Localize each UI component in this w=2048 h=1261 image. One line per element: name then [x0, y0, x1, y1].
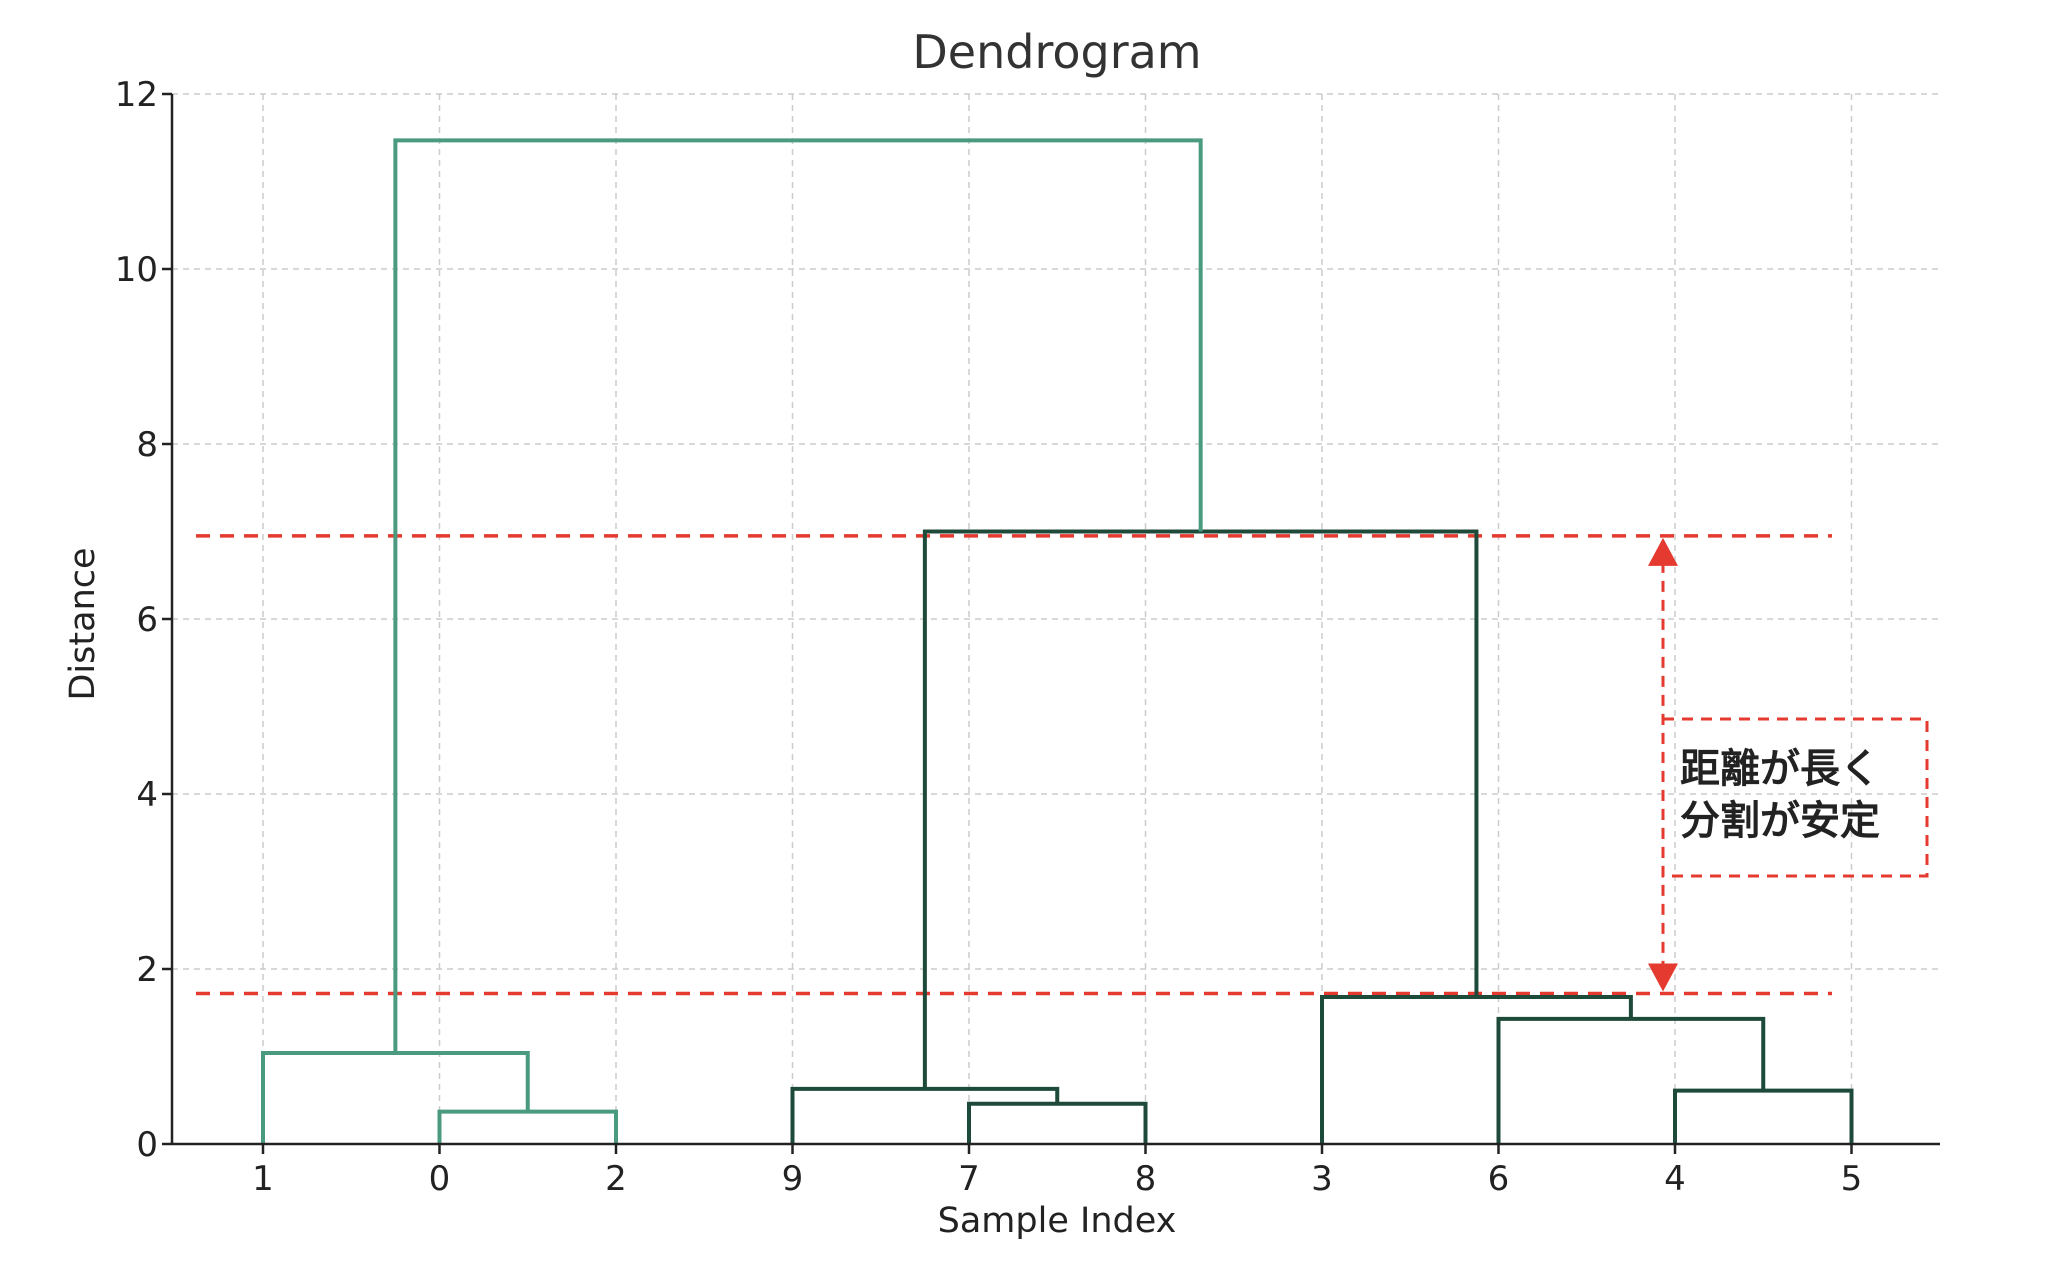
chart-title: Dendrogram [912, 25, 1201, 79]
y-tick-label: 8 [136, 425, 158, 465]
grid [172, 93, 1940, 1144]
y-tick-label: 12 [115, 75, 158, 115]
annotation: 距離が長く 分割が安定 [1661, 717, 1929, 878]
x-tick-label: 5 [1841, 1159, 1863, 1199]
x-tick-label: 1 [252, 1159, 274, 1199]
dendrogram-link [437, 1109, 618, 1144]
x-tick-label: 6 [1488, 1159, 1510, 1199]
y-tick-label: 10 [115, 250, 158, 290]
y-tick-label: 0 [136, 1125, 158, 1165]
annotation-box [1661, 717, 1929, 878]
dendrogram-link [1496, 1016, 1766, 1144]
x-tick-label: 7 [958, 1159, 980, 1199]
dendrogram-link [922, 529, 1479, 1089]
y-axis-label: Distance [63, 547, 103, 700]
x-tick-label: 9 [782, 1159, 804, 1199]
range-arrow-head-up [1648, 537, 1678, 566]
x-tick-label: 3 [1311, 1159, 1333, 1199]
x-axis-label: Sample Index [938, 1201, 1177, 1241]
x-tick-label: 8 [1135, 1159, 1157, 1199]
annotation-line-1: 距離が長く [1680, 746, 1880, 792]
x-tick-label: 0 [429, 1159, 451, 1199]
y-tick-label: 4 [136, 775, 158, 815]
y-tick-label: 6 [136, 600, 158, 640]
dendrogram-link [393, 138, 1203, 1053]
dendrogram-link [790, 1086, 1060, 1144]
dendrogram-link [967, 1101, 1148, 1144]
dendrogram-link [1673, 1088, 1854, 1144]
dendrogram-link [261, 1051, 530, 1144]
x-tick-label: 4 [1664, 1159, 1686, 1199]
range-arrow-head-down [1648, 963, 1678, 992]
annotation-line-2: 分割が安定 [1680, 798, 1880, 844]
cut-lines [196, 534, 1832, 996]
x-tick-label: 2 [605, 1159, 627, 1199]
y-tick-label: 2 [136, 950, 158, 990]
dendrogram-links [261, 138, 1854, 1144]
